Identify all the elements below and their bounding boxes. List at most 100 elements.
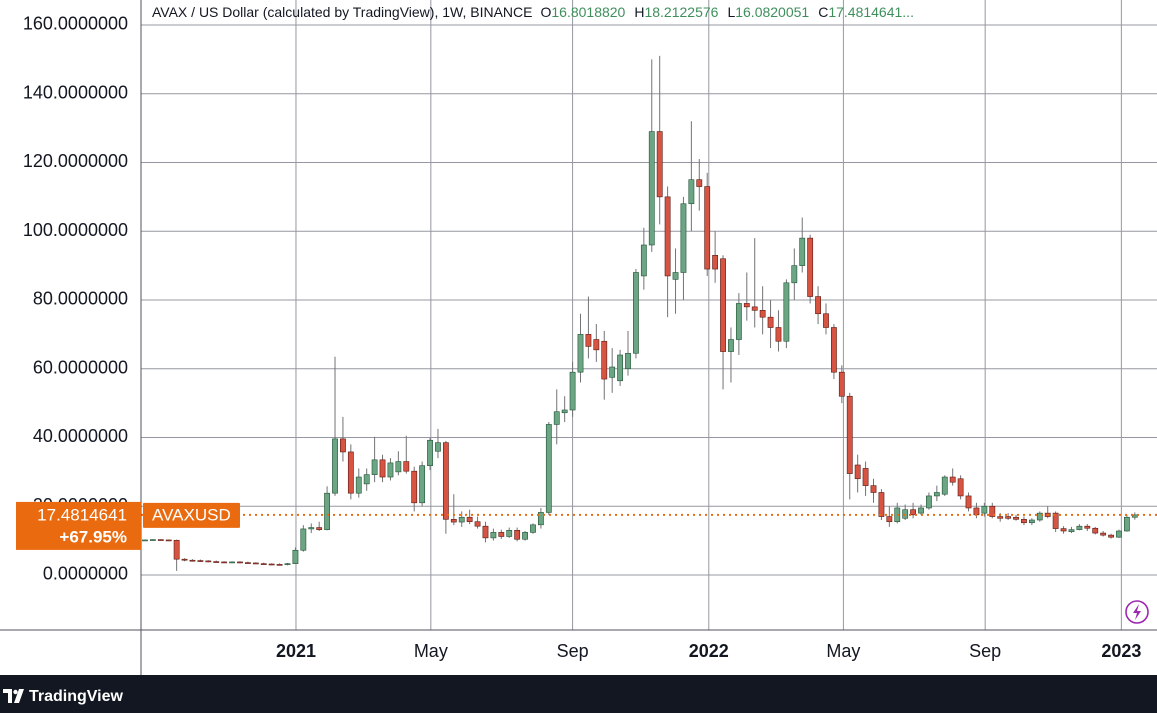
candle-body — [1013, 516, 1019, 520]
candle-body — [300, 528, 307, 551]
candle-body — [1100, 532, 1107, 536]
candle-body — [514, 530, 521, 540]
candle-body — [538, 512, 544, 526]
candle-body — [450, 519, 457, 523]
candle-body — [237, 561, 243, 564]
candle-body — [276, 564, 283, 566]
candle-body — [142, 539, 148, 542]
candle-body — [862, 468, 869, 486]
candle-body — [815, 296, 821, 315]
candle-body — [245, 562, 251, 564]
candle-body — [767, 316, 774, 328]
candle-body — [197, 560, 204, 562]
price-change: +67.95% — [59, 527, 127, 546]
candle-body — [656, 131, 663, 198]
candle-body — [189, 559, 196, 562]
candle-body — [1131, 514, 1138, 518]
candle-body — [1036, 512, 1043, 521]
candle-body — [633, 272, 639, 354]
candle-body — [427, 439, 433, 466]
candle-body — [783, 282, 790, 342]
candle-body — [474, 521, 481, 527]
candle-body — [728, 339, 734, 352]
candles — [142, 55, 1138, 571]
candle-body — [838, 371, 845, 397]
x-tick-label: Sep — [557, 641, 589, 661]
candle-body — [530, 524, 536, 533]
candle-body — [735, 303, 742, 340]
candle-body — [1021, 519, 1027, 524]
alert-icon[interactable] — [1125, 600, 1149, 624]
candle-body — [672, 272, 679, 280]
candle-body — [933, 492, 940, 497]
candle-body — [482, 525, 489, 539]
candle-body — [229, 561, 235, 564]
candle-body — [442, 442, 449, 520]
candle-body — [1076, 525, 1083, 530]
y-tick-label: 100.0000000 — [23, 220, 128, 240]
candle-body — [807, 237, 814, 297]
header-value: 16.8018820 — [551, 4, 625, 20]
symbol-label: AVAXUSD — [152, 505, 231, 524]
candle-body — [680, 203, 687, 273]
footer-logo — [3, 689, 24, 703]
y-tick-label: 140.0000000 — [23, 82, 128, 102]
candle-body — [949, 476, 956, 483]
header-key: L — [727, 4, 735, 20]
candle-body — [886, 516, 893, 523]
price-label-box — [16, 501, 141, 550]
candle-body — [316, 527, 323, 530]
candle-body — [332, 438, 338, 494]
candle-body — [712, 255, 719, 270]
candle-body — [791, 265, 798, 284]
candle-body — [1116, 530, 1122, 538]
y-tick-label: 120.0000000 — [23, 151, 128, 171]
x-tick-label: May — [826, 641, 860, 661]
candle-body — [411, 470, 418, 504]
candle-body — [854, 464, 861, 480]
header-ohlc: O16.8018820 H18.2122576 L16.0820051 C17.481… — [540, 4, 913, 20]
candle-body — [617, 354, 623, 382]
candle-body — [340, 438, 346, 453]
candle-body — [696, 179, 703, 187]
candle-body — [355, 476, 362, 494]
x-tick-label: 2021 — [276, 641, 316, 661]
y-tick-label: 60.0000000 — [33, 357, 128, 377]
candle-body — [553, 411, 560, 425]
footer-brand: TradingView — [29, 688, 124, 705]
candle-body — [371, 459, 378, 475]
candle-body — [759, 310, 766, 318]
price-label: 17.4814641 — [37, 505, 127, 524]
candle-body — [870, 485, 877, 493]
y-tick-label: 80.0000000 — [33, 289, 128, 309]
candle-body — [957, 478, 964, 497]
candle-body — [165, 539, 172, 542]
candle-body — [720, 258, 726, 352]
candle-body — [395, 461, 402, 473]
candle-body — [918, 507, 924, 514]
header-key: O — [540, 4, 551, 20]
y-tick-label: 160.0000000 — [23, 14, 128, 34]
candle-body — [435, 442, 441, 452]
candle-body — [1052, 512, 1059, 529]
candle-body — [347, 451, 354, 494]
symbol-label-box — [143, 502, 240, 528]
candle-body — [625, 352, 631, 370]
candle-body — [205, 560, 212, 563]
candle-body — [173, 539, 180, 560]
header-key: H — [634, 4, 644, 20]
y-tick-label: 40.0000000 — [33, 426, 128, 446]
candle-body — [997, 516, 1004, 519]
candle-body — [252, 562, 259, 565]
candle-body — [387, 462, 394, 478]
candle-body — [324, 492, 330, 530]
candle-body — [1028, 519, 1035, 524]
candle-body — [149, 539, 156, 541]
candle-body — [561, 409, 568, 414]
candle-body — [902, 509, 909, 519]
candle-body — [1005, 516, 1012, 519]
header-value: 16.0820051 — [735, 4, 809, 20]
candle-body — [419, 465, 426, 504]
candle-body — [775, 327, 782, 342]
